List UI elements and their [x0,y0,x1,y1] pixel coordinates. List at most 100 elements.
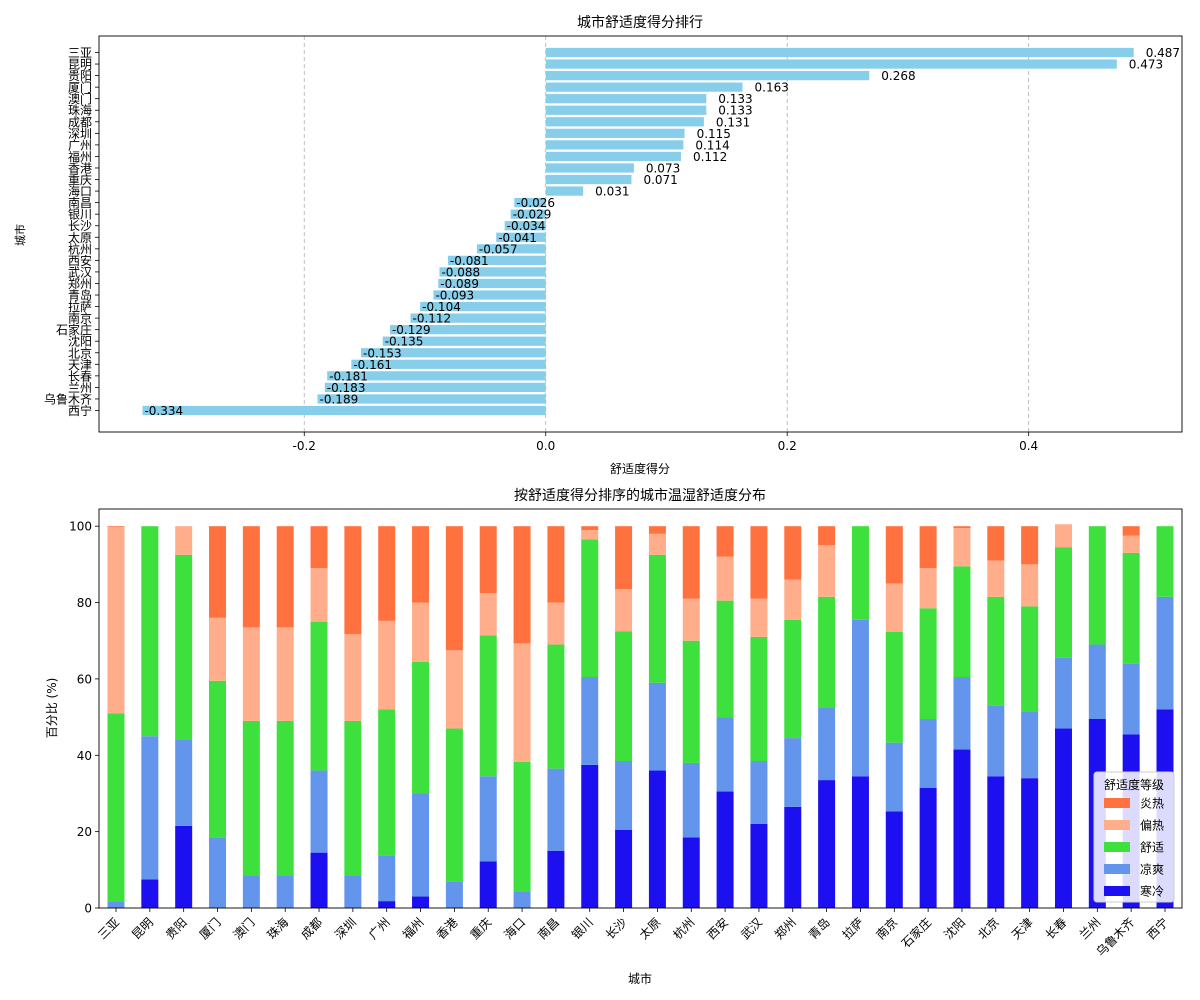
chart1-bar [545,174,632,185]
chart1-y-tick-label: 海口 [68,184,92,199]
chart1-y-tick-label: 武汉 [68,265,92,279]
chart1-bar [389,325,546,335]
chart1-y-tick-label: 长沙 [68,219,92,233]
chart2-bar-segment [1054,547,1072,658]
chart2-bar-segment [310,852,328,908]
chart1-bar [514,198,546,208]
legend-title: 舒适度等级 [1104,777,1164,792]
chart1-data-label: 0.473 [1129,58,1163,72]
chart2-bar-segment [344,720,362,876]
chart2-bar-segment [750,636,768,761]
chart2-bar-segment [851,526,869,620]
chart1-y-tick-label: 太原 [68,230,92,245]
chart2-bar-segment [547,850,565,908]
chart2-bar-segment [648,533,666,555]
legend-label: 寒冷 [1140,884,1164,899]
chart2-bar-segment [378,901,396,908]
legend-swatch [1104,842,1130,852]
chart2-bar-segment [682,598,700,641]
chart2-bar-segment [885,526,903,584]
chart2-bar-segment [445,650,463,729]
chart1-y-tick-label: 西安 [68,253,92,268]
chart2-bar-segment [1021,711,1039,779]
chart2-bar-segment [1122,526,1140,536]
chart2-bar-segment [479,861,497,908]
chart2-bar-segment [378,526,396,621]
chart1-bar [510,209,546,219]
chart2-x-axis-label: 城市 [628,971,652,986]
chart2-bar-segment [1122,552,1140,664]
chart1-data-label: 0.163 [755,81,789,95]
chart2-bar-segment [581,526,599,530]
chart1-y-tick-label: 北京 [68,346,92,360]
chart2-bar-segment [615,631,633,761]
chart2-bar-segment [310,770,328,853]
chart2-bar-segment [242,720,260,876]
legend-swatch [1104,864,1130,874]
chart1-y-tick-label: 兰州 [68,381,92,395]
chart2-bar-segment [818,545,836,597]
chart1-data-label: -0.026 [516,196,555,210]
chart2-bar-segment [107,526,125,527]
chart2-bar-segment [1088,526,1106,645]
legend-label: 偏热 [1140,818,1164,833]
chart1-data-label: 0.268 [881,69,915,83]
chart1-bar [317,394,546,404]
chart2-bar-segment [412,661,430,794]
chart2-bar-segment [141,736,159,880]
chart1-data-label: 0.071 [643,173,677,187]
chart2-bar-segment [547,526,565,603]
chart1-bar [324,382,546,393]
chart2-bar-segment [919,719,937,788]
chart2-bar-segment [344,875,362,908]
chart2-bar-segment [987,596,1005,706]
chart2-bar-segment [107,526,125,714]
chart1-x-tick-label: 0.0 [536,439,555,453]
chart2-bar-segment [412,526,430,603]
chart2-bar-segment [648,770,666,908]
chart2-bar-segment [445,881,463,908]
chart1-data-label: -0.189 [320,392,359,406]
chart1-data-label: 0.073 [646,161,680,175]
chart2-bar-segment [851,776,869,908]
chart2-bar-segment [209,526,227,618]
chart1-bar [327,371,546,381]
chart2-bar-segment [750,598,768,637]
chart2-bar-segment [107,713,125,902]
chart2-bar-segment [547,602,565,645]
chart2-bar-segment [310,526,328,569]
chart2-bar-segment [953,526,971,529]
chart1-bar [545,128,685,138]
chart1-bar [351,359,546,369]
chart1-bar [545,47,1134,58]
chart2-y-tick-label: 20 [77,825,92,839]
chart1-y-tick-label: 澳门 [68,91,92,106]
chart2-bar-segment [175,740,193,826]
chart2-bar-segment [513,891,531,908]
chart2-bar-segment [682,837,700,908]
chart1-data-label: -0.034 [507,219,546,233]
chart2-bar-segment [648,682,666,771]
chart1-y-tick-label: 深圳 [68,127,92,141]
chart2-bar-segment [276,720,294,876]
chart2-bar-segment [784,619,802,739]
chart2-bar-segment [276,526,294,628]
chart1-bar [545,140,684,150]
chart1-bar [545,105,707,115]
legend-label: 炎热 [1140,797,1164,811]
chart1-bar [545,82,743,92]
chart1-bar [476,244,546,254]
chart2-y-tick-label: 100 [69,520,92,534]
chart2-bar-segment [784,806,802,908]
chart1-bar [439,267,546,277]
chart2-bar-segment [784,579,802,620]
chart1-y-tick-label: 南京 [68,311,92,326]
chart2-title: 按舒适度得分排序的城市温湿舒适度分布 [514,487,766,504]
chart2-bar-segment [615,526,633,590]
chart2-bar-segment [682,640,700,763]
chart1-bar [382,336,546,346]
chart2-bar-segment [1122,535,1140,553]
chart2-bar-segment [242,526,260,628]
chart1-y-tick-label: 广州 [68,138,92,152]
